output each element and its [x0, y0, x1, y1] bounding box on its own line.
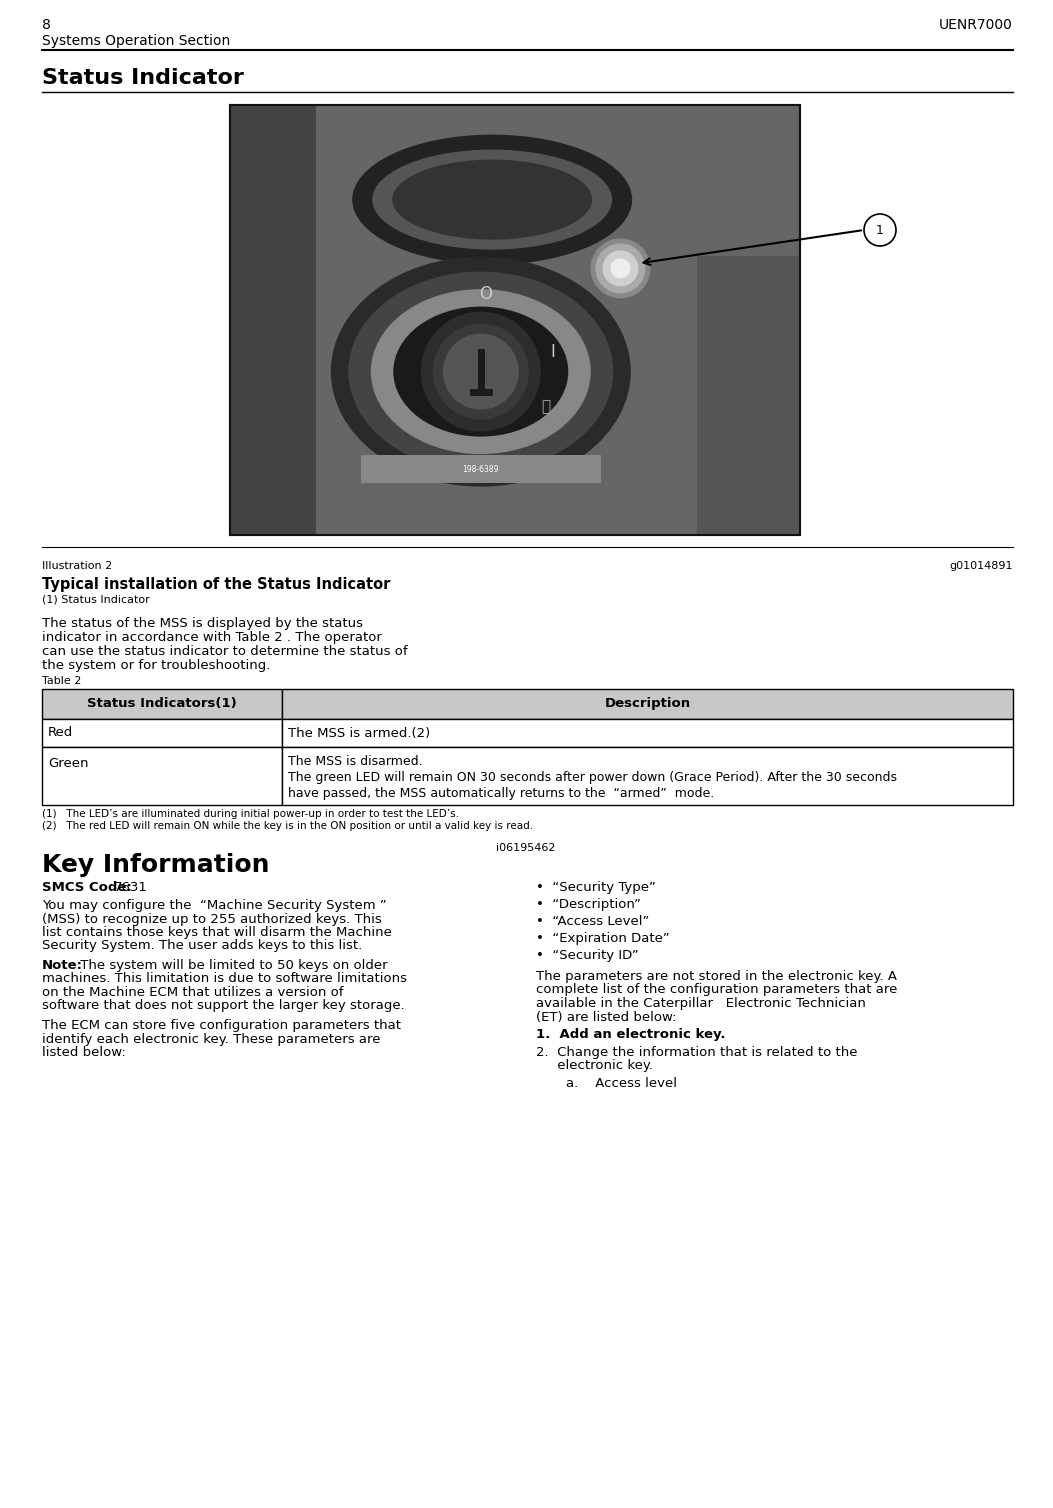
Text: (1)   The LED’s are illuminated during initial power-up in order to test the LED: (1) The LED’s are illuminated during ini… — [42, 808, 459, 819]
Circle shape — [865, 214, 896, 246]
Text: listed below:: listed below: — [42, 1047, 125, 1059]
Text: I: I — [551, 342, 555, 360]
Text: Key Information: Key Information — [42, 854, 270, 878]
Text: The MSS is armed.(2): The MSS is armed.(2) — [289, 727, 431, 739]
Text: Security System. The user adds keys to this list.: Security System. The user adds keys to t… — [42, 939, 362, 953]
Text: The parameters are not stored in the electronic key. A: The parameters are not stored in the ele… — [536, 970, 897, 983]
Text: have passed, the MSS automatically returns to the  “armed”  mode.: have passed, the MSS automatically retur… — [289, 787, 714, 801]
Text: You may configure the  “Machine Security System ”: You may configure the “Machine Security … — [42, 899, 386, 912]
Text: 8: 8 — [42, 18, 51, 32]
Text: i06195462: i06195462 — [496, 843, 556, 854]
Ellipse shape — [349, 271, 613, 472]
Text: Table 2: Table 2 — [42, 676, 81, 686]
Text: The status of the MSS is displayed by the status: The status of the MSS is displayed by th… — [42, 617, 363, 630]
Text: g01014891: g01014891 — [950, 561, 1013, 572]
Text: identify each electronic key. These parameters are: identify each electronic key. These para… — [42, 1033, 380, 1045]
Circle shape — [595, 243, 645, 294]
Text: (MSS) to recognize up to 255 authorized keys. This: (MSS) to recognize up to 255 authorized … — [42, 912, 382, 926]
Bar — [282, 689, 1013, 719]
Text: UENR7000: UENR7000 — [939, 18, 1013, 32]
Text: (2)   The red LED will remain ON while the key is in the ON position or until a : (2) The red LED will remain ON while the… — [42, 820, 533, 831]
Text: machines. This limitation is due to software limitations: machines. This limitation is due to soft… — [42, 973, 408, 986]
Text: software that does not support the larger key storage.: software that does not support the large… — [42, 1000, 404, 1012]
Text: electronic key.: electronic key. — [536, 1060, 653, 1072]
Circle shape — [611, 258, 631, 279]
Text: •  “Expiration Date”: • “Expiration Date” — [536, 932, 670, 946]
Text: the system or for troubleshooting.: the system or for troubleshooting. — [42, 659, 271, 673]
Text: complete list of the configuration parameters that are: complete list of the configuration param… — [536, 983, 897, 997]
Text: 198-6389: 198-6389 — [462, 464, 499, 474]
Ellipse shape — [371, 290, 591, 454]
Text: Systems Operation Section: Systems Operation Section — [42, 35, 231, 48]
Text: The green LED will remain ON 30 seconds after power down (Grace Period). After t: The green LED will remain ON 30 seconds … — [289, 771, 897, 784]
Text: list contains those keys that will disarm the Machine: list contains those keys that will disar… — [42, 926, 392, 939]
Ellipse shape — [392, 160, 592, 240]
Bar — [282, 719, 1013, 746]
Text: 2.  Change the information that is related to the: 2. Change the information that is relate… — [536, 1047, 857, 1059]
Text: (ET) are listed below:: (ET) are listed below: — [536, 1010, 676, 1024]
Text: Note:: Note: — [42, 959, 83, 973]
Bar — [230, 106, 800, 535]
Text: 1.  Add an electronic key.: 1. Add an electronic key. — [536, 1028, 726, 1041]
Text: Red: Red — [48, 727, 74, 739]
Text: (1) Status Indicator: (1) Status Indicator — [42, 596, 150, 605]
Ellipse shape — [372, 149, 612, 250]
Text: a.    Access level: a. Access level — [567, 1077, 677, 1090]
Text: •  “Description”: • “Description” — [536, 897, 641, 911]
Text: ⚿: ⚿ — [541, 400, 551, 415]
Ellipse shape — [352, 134, 632, 264]
Text: available in the Caterpillar   Electronic Technician: available in the Caterpillar Electronic … — [536, 997, 866, 1010]
Ellipse shape — [394, 306, 569, 437]
Circle shape — [602, 250, 638, 287]
Text: The ECM can store five configuration parameters that: The ECM can store five configuration par… — [42, 1019, 401, 1031]
Circle shape — [591, 238, 651, 299]
Text: can use the status indicator to determine the status of: can use the status indicator to determin… — [42, 645, 408, 657]
Text: O: O — [479, 285, 493, 303]
Circle shape — [443, 333, 519, 410]
Text: 1: 1 — [876, 223, 883, 237]
Circle shape — [433, 324, 529, 419]
Text: •  “Access Level”: • “Access Level” — [536, 915, 650, 927]
Text: Typical installation of the Status Indicator: Typical installation of the Status Indic… — [42, 578, 391, 593]
Text: SMCS Code:: SMCS Code: — [42, 881, 132, 894]
Ellipse shape — [331, 256, 631, 487]
Text: Green: Green — [48, 757, 88, 771]
Text: indicator in accordance with Table 2 . The operator: indicator in accordance with Table 2 . T… — [42, 630, 382, 644]
Text: The system will be limited to 50 keys on older: The system will be limited to 50 keys on… — [76, 959, 388, 973]
Text: Illustration 2: Illustration 2 — [42, 561, 113, 572]
Bar — [697, 255, 800, 535]
Circle shape — [421, 312, 541, 431]
Text: Status Indicators(1): Status Indicators(1) — [87, 698, 237, 710]
Text: •  “Security Type”: • “Security Type” — [536, 881, 656, 894]
Bar — [282, 746, 1013, 805]
Bar — [42, 719, 282, 746]
Text: •  “Security ID”: • “Security ID” — [536, 949, 639, 962]
Bar — [42, 746, 282, 805]
Text: The MSS is disarmed.: The MSS is disarmed. — [289, 756, 422, 768]
Text: 7631: 7631 — [114, 881, 147, 894]
Bar — [42, 689, 282, 719]
Text: Status Indicator: Status Indicator — [42, 68, 244, 87]
Bar — [361, 455, 601, 484]
Bar — [230, 106, 800, 535]
Bar — [230, 106, 316, 535]
Text: Description: Description — [604, 698, 691, 710]
Text: on the Machine ECM that utilizes a version of: on the Machine ECM that utilizes a versi… — [42, 986, 343, 998]
